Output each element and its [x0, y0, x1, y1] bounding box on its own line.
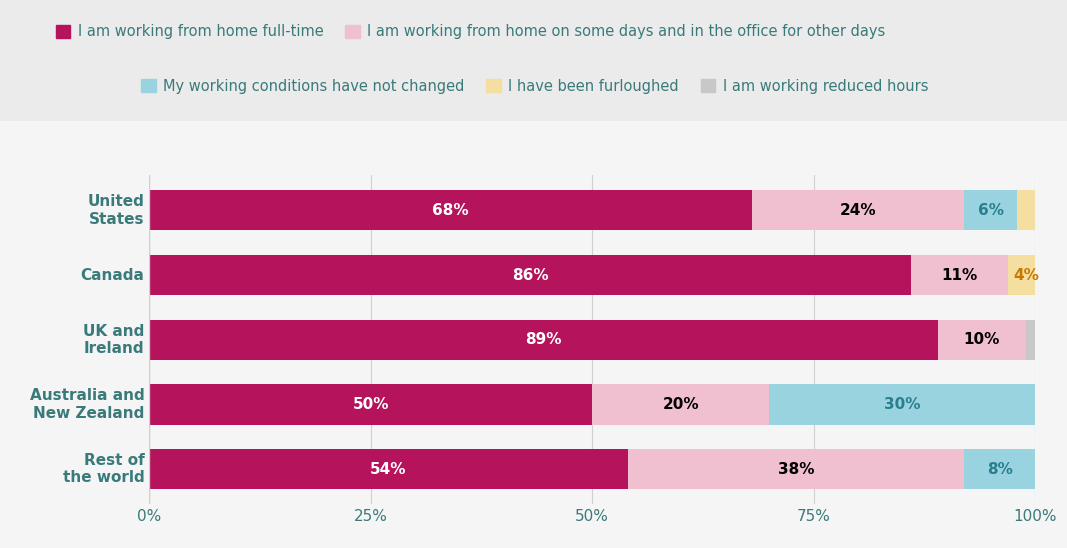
Legend: My working conditions have not changed, I have been furloughed, I am working red: My working conditions have not changed, … [136, 73, 934, 100]
Text: 4%: 4% [1014, 267, 1039, 283]
Bar [592, 384, 769, 425]
Text: 89%: 89% [525, 332, 561, 347]
Legend: I am working from home full-time, I am working from home on some days and in the: I am working from home full-time, I am w… [50, 18, 891, 45]
Text: 24%: 24% [840, 203, 876, 218]
Bar [1008, 255, 1044, 295]
Text: 50%: 50% [352, 397, 389, 412]
Text: 10%: 10% [964, 332, 1000, 347]
Bar [965, 449, 1035, 489]
Text: 54%: 54% [370, 461, 407, 477]
Bar [751, 190, 965, 230]
Text: 20%: 20% [663, 397, 699, 412]
Bar [149, 384, 592, 425]
Bar [149, 255, 911, 295]
Bar [149, 319, 938, 360]
Bar [938, 319, 1026, 360]
Text: 11%: 11% [941, 267, 977, 283]
Text: 86%: 86% [512, 267, 548, 283]
Bar [769, 384, 1035, 425]
Bar [627, 449, 965, 489]
Bar [149, 190, 751, 230]
Bar [911, 255, 1008, 295]
Text: 6%: 6% [977, 203, 1004, 218]
Bar [965, 190, 1017, 230]
Bar [1026, 319, 1035, 360]
Text: 38%: 38% [778, 461, 814, 477]
Text: 68%: 68% [432, 203, 468, 218]
Bar [149, 449, 627, 489]
Bar [1017, 190, 1035, 230]
Text: 8%: 8% [987, 461, 1013, 477]
Text: 30%: 30% [883, 397, 921, 412]
